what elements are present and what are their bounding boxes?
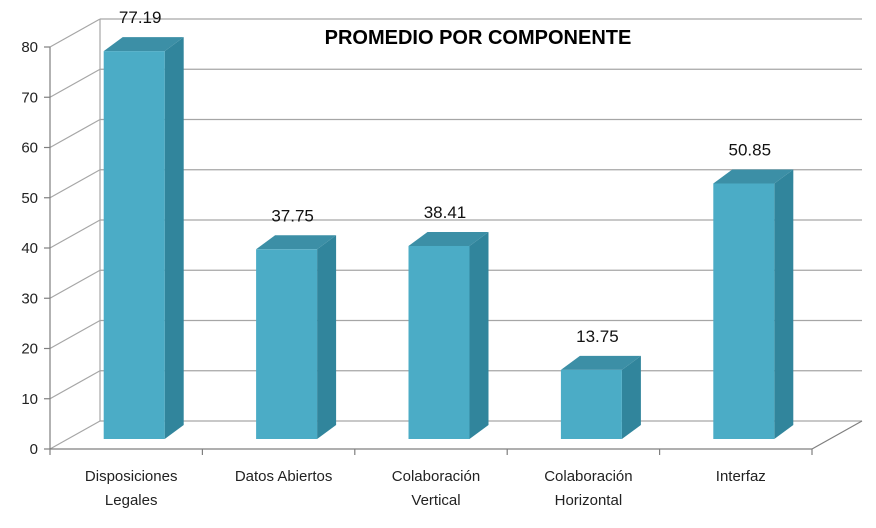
- gridline-side: [49, 219, 101, 249]
- y-tick-label: 50: [21, 190, 38, 207]
- x-tick-label: Colaboración: [544, 468, 632, 485]
- bar-front: [256, 249, 318, 439]
- bar-side: [774, 169, 794, 439]
- data-label: 77.19: [119, 8, 162, 27]
- y-tick-label: 0: [30, 441, 38, 458]
- data-label: 50.85: [729, 140, 772, 159]
- x-tick-label: Datos Abiertos: [235, 468, 333, 485]
- bar-top: [256, 235, 337, 250]
- bar-front: [408, 245, 470, 439]
- x-tick-label: Vertical: [411, 492, 460, 509]
- axes: [44, 46, 863, 455]
- x-tick-label: Horizontal: [555, 492, 623, 509]
- y-tick-label: 80: [21, 39, 38, 56]
- bars: [103, 37, 794, 440]
- gridline-side: [49, 118, 101, 149]
- bar: [256, 235, 337, 439]
- bar: [103, 37, 184, 440]
- gridline-side: [49, 370, 101, 400]
- bar: [713, 169, 794, 439]
- bar-side: [469, 231, 489, 439]
- gridline-side: [49, 18, 101, 48]
- labels: 0 10 20 30 40 50 60 70 80 77.19 Disposiciones Legal…: [21, 8, 771, 509]
- gridline-side: [49, 269, 101, 299]
- chart-title: PROMEDIO POR COMPONENTE: [325, 27, 632, 49]
- data-label: 37.75: [271, 206, 314, 225]
- y-tick-label: 40: [21, 240, 38, 257]
- gridline-side: [49, 68, 101, 98]
- bar-top: [560, 355, 641, 370]
- bar: [560, 355, 641, 439]
- x-tick-label: Legales: [105, 492, 158, 509]
- data-label: 13.75: [576, 327, 619, 346]
- gridline-side: [49, 420, 101, 450]
- gridline-side: [49, 169, 101, 199]
- bar-top: [103, 37, 184, 52]
- bar-top: [713, 169, 794, 184]
- floor-right-edge: [811, 420, 863, 450]
- bar-side: [621, 355, 641, 439]
- bar-front: [560, 369, 622, 439]
- bar-side: [164, 37, 184, 440]
- bar: [408, 231, 489, 439]
- y-tick-label: 60: [21, 140, 38, 157]
- bar-front: [713, 183, 775, 439]
- x-tick-label: Colaboración: [392, 468, 480, 485]
- x-tick-label: Interfaz: [716, 468, 766, 485]
- gridline-side: [49, 319, 101, 350]
- y-tick-label: 30: [21, 290, 38, 307]
- y-tick-label: 20: [21, 341, 38, 358]
- data-label: 38.41: [424, 203, 467, 222]
- y-tick-label: 10: [21, 391, 38, 408]
- y-tick-label: 70: [21, 89, 38, 106]
- bar-side: [317, 235, 337, 439]
- x-tick-label: Disposiciones: [85, 468, 178, 485]
- bar-front: [103, 51, 165, 440]
- bar-top: [408, 231, 489, 246]
